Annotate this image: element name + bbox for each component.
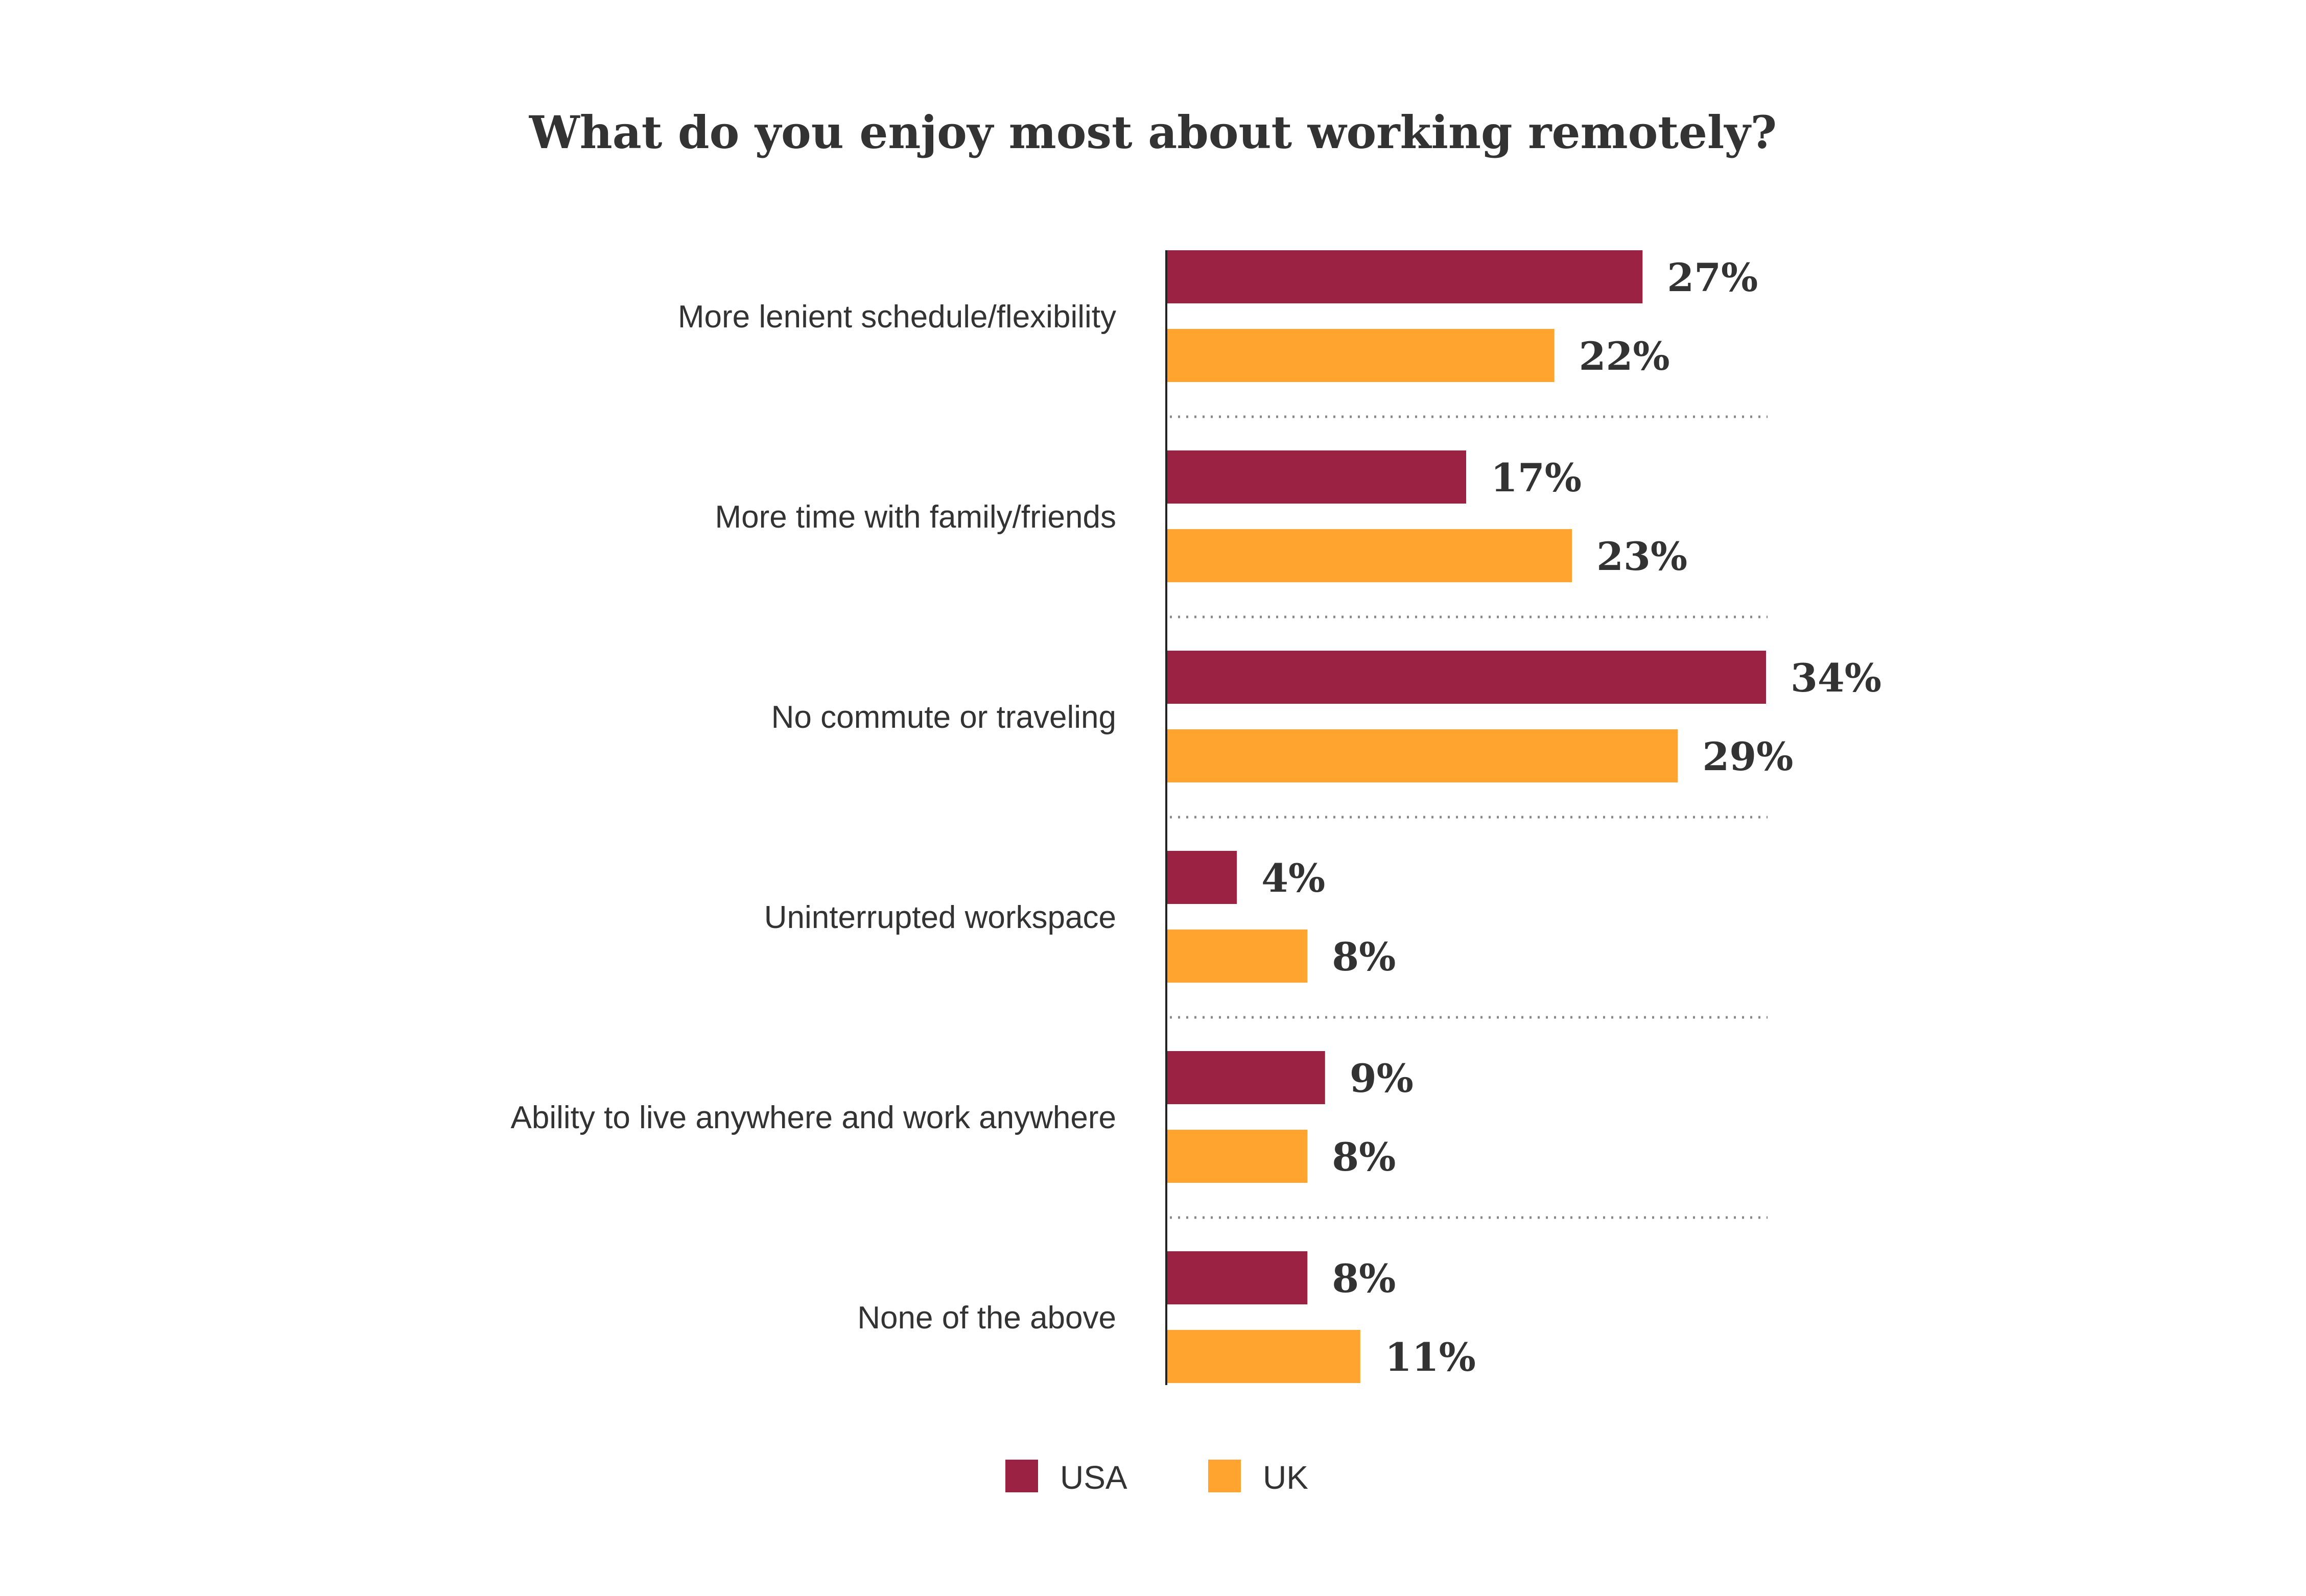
bar-usa bbox=[1166, 250, 1643, 303]
value-label: 17% bbox=[1491, 455, 1582, 501]
bar-uk bbox=[1166, 729, 1678, 782]
value-label: 22% bbox=[1579, 334, 1670, 379]
value-label: 34% bbox=[1791, 655, 1881, 701]
legend-swatch-usa bbox=[1005, 1460, 1038, 1492]
value-label: 11% bbox=[1385, 1335, 1476, 1380]
chart-title: What do you enjoy most about working rem… bbox=[529, 106, 1777, 159]
value-label: 4% bbox=[1261, 855, 1325, 901]
bar-uk bbox=[1166, 329, 1555, 382]
category-label: More lenient schedule/flexibility bbox=[678, 299, 1116, 335]
value-label: 27% bbox=[1667, 255, 1758, 300]
category-label: None of the above bbox=[857, 1300, 1116, 1336]
plot-area: More lenient schedule/flexibility 27% 22% M… bbox=[511, 250, 1881, 1383]
value-label: 8% bbox=[1332, 1256, 1396, 1301]
value-label: 8% bbox=[1332, 934, 1396, 980]
bar-usa bbox=[1166, 651, 1766, 704]
bar-usa bbox=[1166, 1051, 1325, 1104]
bar-usa bbox=[1166, 1251, 1308, 1304]
legend-swatch-uk bbox=[1208, 1460, 1241, 1492]
bar-uk bbox=[1166, 1130, 1308, 1183]
bar-uk bbox=[1166, 1330, 1360, 1383]
legend-label-uk: UK bbox=[1263, 1459, 1308, 1496]
value-label: 8% bbox=[1332, 1134, 1396, 1180]
bar-uk bbox=[1166, 529, 1572, 582]
category-label: More time with family/friends bbox=[715, 499, 1116, 535]
category-label: No commute or traveling bbox=[771, 700, 1116, 735]
bar-usa bbox=[1166, 450, 1466, 504]
category-label: Uninterrupted workspace bbox=[764, 900, 1116, 935]
value-label: 9% bbox=[1350, 1056, 1414, 1101]
value-label: 23% bbox=[1596, 534, 1687, 579]
value-label: 29% bbox=[1702, 734, 1793, 779]
legend-label-usa: USA bbox=[1060, 1459, 1127, 1496]
legend: USA UK bbox=[1005, 1459, 1308, 1496]
bar-uk bbox=[1166, 930, 1308, 983]
category-label: Ability to live anywhere and work anywhe… bbox=[511, 1100, 1116, 1135]
bar-usa bbox=[1166, 851, 1237, 904]
